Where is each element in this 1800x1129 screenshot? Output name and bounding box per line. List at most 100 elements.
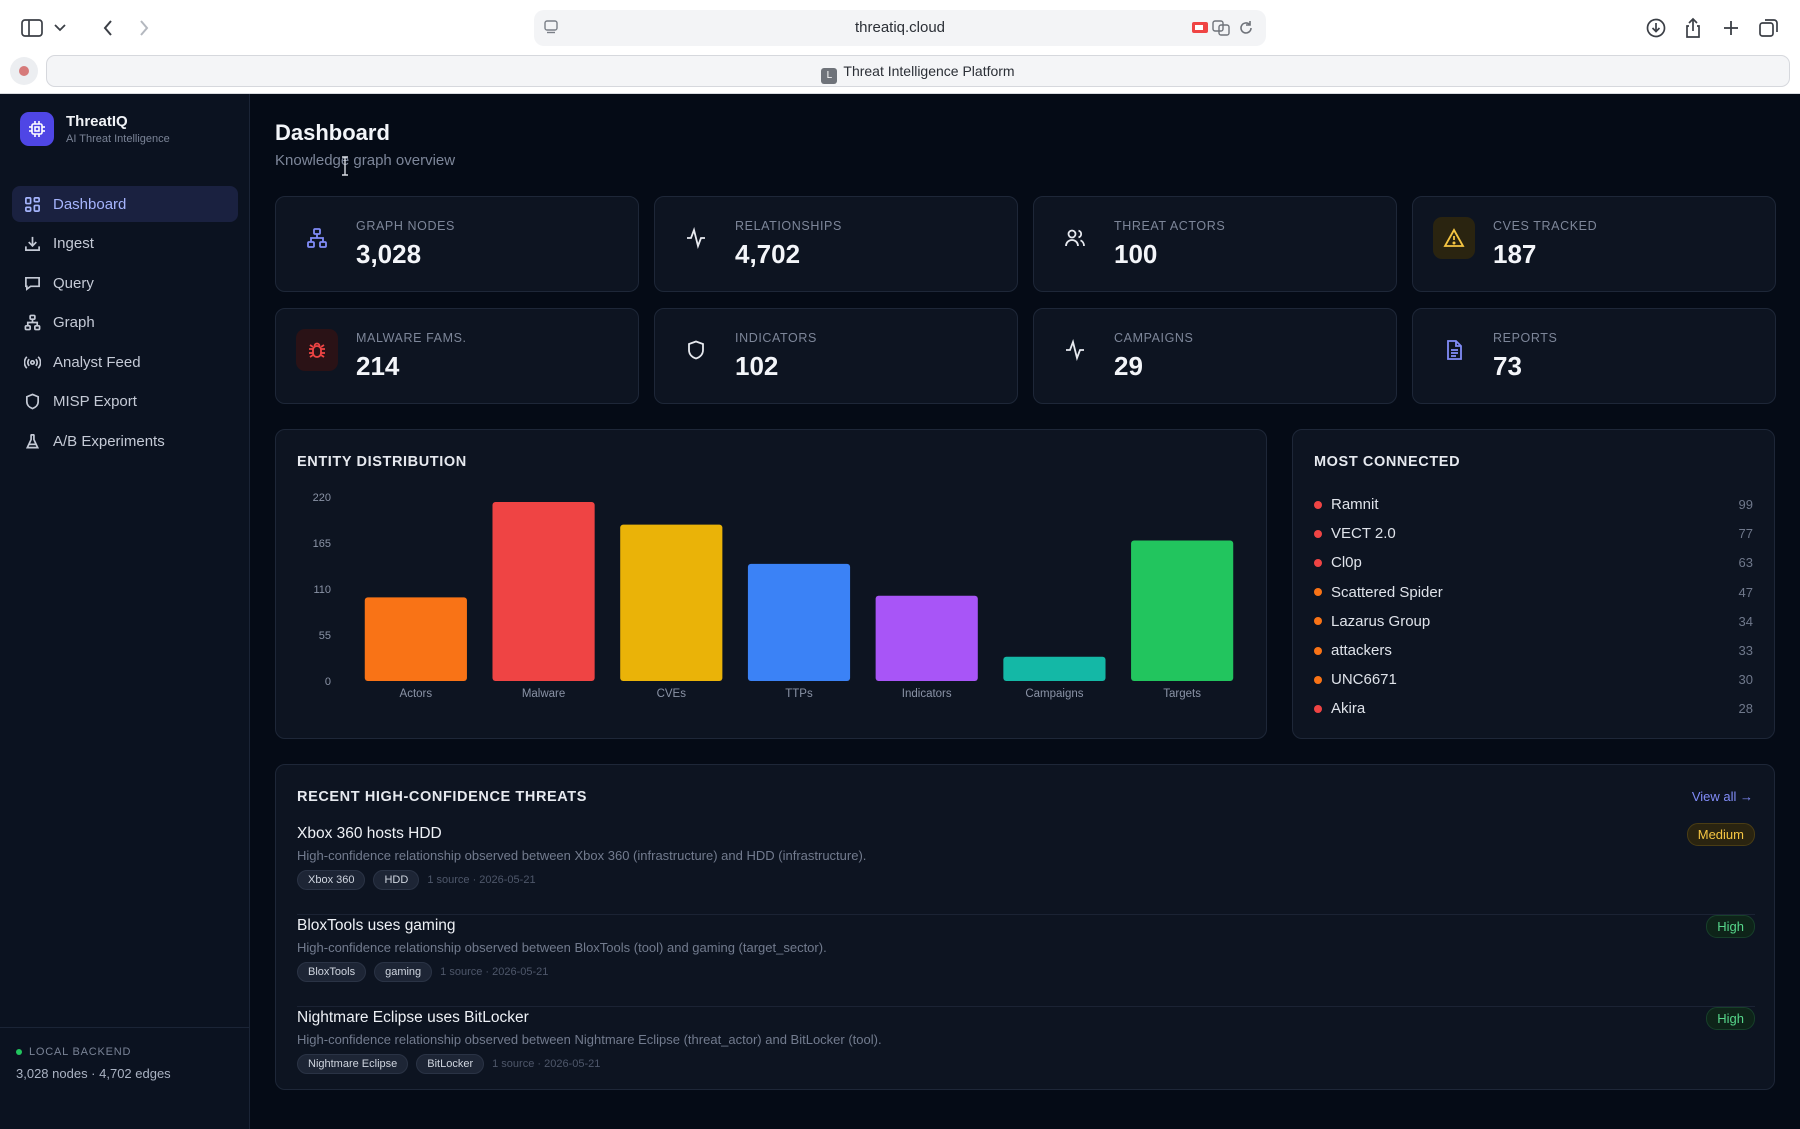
bar-ttps[interactable] <box>747 563 851 681</box>
downloads-icon[interactable] <box>1642 14 1670 42</box>
forward-icon[interactable] <box>130 14 158 42</box>
bar-indicators[interactable] <box>875 595 978 681</box>
threat-title[interactable]: BloxTools uses gaming <box>297 917 456 934</box>
extension-icon[interactable] <box>1192 21 1210 35</box>
bar-actors[interactable] <box>364 597 467 681</box>
stat-card-reports[interactable]: REPORTS 73 <box>1412 308 1776 404</box>
sidebar-item-label: Query <box>53 274 94 292</box>
brand-title: ThreatIQ <box>66 113 128 130</box>
sidebar-item-label: Dashboard <box>53 195 127 213</box>
threat-title[interactable]: Xbox 360 hosts HDD <box>297 825 442 842</box>
brand[interactable]: ThreatIQ AI Threat Intelligence <box>20 112 170 146</box>
reader-icon[interactable] <box>543 19 559 35</box>
tab-favicon-icon: L <box>821 68 838 84</box>
bar-campaigns[interactable] <box>1003 656 1106 681</box>
chevron-down-icon[interactable] <box>46 14 74 42</box>
x-tick-label: Indicators <box>902 688 952 700</box>
y-tick-label: 220 <box>313 492 331 504</box>
stat-value: 4,702 <box>735 239 801 269</box>
tabs-overview-icon[interactable] <box>1755 14 1783 42</box>
sidebar-item-analyst-feed[interactable]: Analyst Feed <box>12 344 238 380</box>
list-item[interactable]: Cl0p 63 <box>1314 548 1753 577</box>
list-item[interactable]: VECT 2.0 77 <box>1314 519 1753 548</box>
stat-value: 214 <box>356 351 400 381</box>
entity-name: UNC6671 <box>1331 671 1397 689</box>
entity-tag[interactable]: gaming <box>374 962 433 982</box>
bar-targets[interactable] <box>1131 540 1234 681</box>
sidebar-item-label: Ingest <box>53 235 94 252</box>
stat-card-threat-actors[interactable]: THREAT ACTORS 100 <box>1033 196 1397 292</box>
panel-title: ENTITY DISTRIBUTION <box>297 454 467 470</box>
reload-icon[interactable] <box>1238 20 1254 36</box>
view-all-link[interactable]: View all → <box>1691 789 1753 804</box>
entity-count: 30 <box>1738 672 1753 688</box>
entity-tag[interactable]: BloxTools <box>297 962 367 982</box>
panel-title: RECENT HIGH-CONFIDENCE THREATS <box>297 789 588 805</box>
entity-count: 99 <box>1738 497 1753 513</box>
list-item[interactable]: Akira 28 <box>1314 694 1753 723</box>
site-favicon-icon[interactable] <box>10 57 38 85</box>
entity-name: VECT 2.0 <box>1331 525 1396 543</box>
sidebar-item-query[interactable]: Query <box>12 265 238 301</box>
threat-tags: Nightmare Eclipse BitLocker 1 source · 202… <box>297 1054 600 1074</box>
list-item[interactable]: attackers 33 <box>1314 636 1753 665</box>
stat-label: CAMPAIGNS <box>1114 331 1194 345</box>
stat-card-campaigns[interactable]: CAMPAIGNS 29 <box>1033 308 1397 404</box>
sidebar-item-graph[interactable]: Graph <box>12 305 238 341</box>
back-icon[interactable] <box>94 14 122 42</box>
activity-icon <box>675 217 717 259</box>
threat-item[interactable]: BloxTools uses gaming High-confidence rel… <box>297 915 1755 1007</box>
sidebar-item-ingest[interactable]: Ingest <box>12 226 238 262</box>
threat-description: High-confidence relationship observed be… <box>297 1032 882 1047</box>
panel-title: MOST CONNECTED <box>1314 454 1461 470</box>
entity-count: 28 <box>1738 701 1753 717</box>
stat-value: 3,028 <box>356 239 422 269</box>
sidebar-item-dashboard[interactable]: Dashboard <box>12 186 238 222</box>
threat-item[interactable]: Nightmare Eclipse uses BitLocker High-con… <box>297 1007 1755 1099</box>
sidebar-toggle-icon[interactable] <box>18 14 46 42</box>
bar-cves[interactable] <box>620 524 723 681</box>
stat-card-indicators[interactable]: INDICATORS 102 <box>654 308 1018 404</box>
threat-meta: 1 source · 2026-05-21 <box>440 966 549 978</box>
stat-card-relationships[interactable]: RELATIONSHIPS 4,702 <box>654 196 1018 292</box>
most-connected-panel: MOST CONNECTED Ramnit 99 VECT 2.0 77 Cl0p 63 S… <box>1292 429 1775 739</box>
sidebar-item-label: Analyst Feed <box>53 353 141 371</box>
threat-list: Xbox 360 hosts HDD High-confidence relati… <box>276 823 1776 1093</box>
chip-icon <box>20 112 54 146</box>
stat-card-graph-nodes[interactable]: GRAPH NODES 3,028 <box>275 196 639 292</box>
y-tick-label: 0 <box>325 676 331 688</box>
sidebar-item-misp-export[interactable]: MISP Export <box>12 384 238 420</box>
threat-item[interactable]: Xbox 360 hosts HDD High-confidence relati… <box>297 823 1755 915</box>
download-icon <box>25 236 40 251</box>
list-item[interactable]: Scattered Spider 47 <box>1314 578 1753 607</box>
text-cursor-icon <box>342 156 348 176</box>
entity-tag[interactable]: Nightmare Eclipse <box>297 1054 409 1074</box>
threat-title[interactable]: Nightmare Eclipse uses BitLocker <box>297 1009 529 1026</box>
bar-malware[interactable] <box>492 502 595 681</box>
tab-active[interactable]: L Threat Intelligence Platform <box>46 55 1790 87</box>
entity-tag[interactable]: HDD <box>373 870 420 890</box>
list-item[interactable]: UNC6671 30 <box>1314 665 1753 694</box>
sidebar-item-ab-experiments[interactable]: A/B Experiments <box>12 423 238 459</box>
entity-tag[interactable]: Xbox 360 <box>297 870 366 890</box>
new-tab-icon[interactable] <box>1717 14 1745 42</box>
entity-count: 63 <box>1738 555 1753 571</box>
entity-dot-icon <box>1314 704 1322 713</box>
share-icon[interactable] <box>1679 14 1707 42</box>
translate-icon[interactable] <box>1212 20 1230 36</box>
entity-dot-icon <box>1314 588 1322 597</box>
list-item[interactable]: Ramnit 99 <box>1314 490 1753 519</box>
chat-icon <box>25 276 40 291</box>
entity-dot-icon <box>1314 675 1322 684</box>
stat-value: 29 <box>1114 351 1143 381</box>
list-item[interactable]: Lazarus Group 34 <box>1314 607 1753 636</box>
address-bar[interactable]: threatiq.cloud <box>534 10 1266 46</box>
entity-tag[interactable]: BitLocker <box>416 1054 485 1074</box>
stat-card-cves-tracked[interactable]: CVES TRACKED 187 <box>1412 196 1776 292</box>
main-content: Dashboard Knowledge graph overview GRAPH… <box>250 94 1800 1129</box>
entity-distribution-chart: 0 55 110 165 220 Actors Malware CVEs TTPs Indicat… <box>313 492 1234 700</box>
stat-card-malware-families[interactable]: MALWARE FAMS. 214 <box>275 308 639 404</box>
x-tick-label: Actors <box>400 688 433 700</box>
entity-name: Lazarus Group <box>1331 612 1431 630</box>
stat-label: RELATIONSHIPS <box>735 219 842 233</box>
